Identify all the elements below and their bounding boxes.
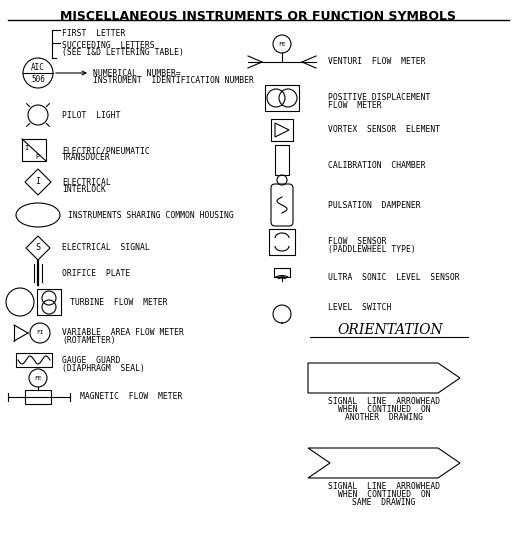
Text: PILOT  LIGHT: PILOT LIGHT <box>62 111 120 119</box>
Text: FE: FE <box>278 41 286 47</box>
Bar <box>16 353 52 367</box>
Text: POSITIVE DISPLACEMENT: POSITIVE DISPLACEMENT <box>328 93 430 102</box>
Text: INSTRUMENTS SHARING COMMON HOUSING: INSTRUMENTS SHARING COMMON HOUSING <box>68 211 234 219</box>
Text: VARIABLE  AREA FLOW METER: VARIABLE AREA FLOW METER <box>62 328 184 337</box>
Text: (DIAPHRAGM  SEAL): (DIAPHRAGM SEAL) <box>62 364 145 373</box>
Text: ORIENTATION: ORIENTATION <box>337 323 443 337</box>
Text: SAME  DRAWING: SAME DRAWING <box>352 498 416 507</box>
Text: MISCELLANEOUS INSTRUMENTS OR FUNCTION SYMBOLS: MISCELLANEOUS INSTRUMENTS OR FUNCTION SY… <box>60 10 456 23</box>
Text: VORTEX  SENSOR  ELEMENT: VORTEX SENSOR ELEMENT <box>328 125 440 135</box>
Text: (ROTAMETER): (ROTAMETER) <box>62 336 116 345</box>
Text: SUCCEEDING  LETTERS: SUCCEEDING LETTERS <box>62 41 155 50</box>
Text: INSTRUMENT  IDENTIFICATION NUMBER: INSTRUMENT IDENTIFICATION NUMBER <box>93 76 254 85</box>
Bar <box>275 145 289 175</box>
Text: AIC: AIC <box>31 63 45 72</box>
Text: ELECTRICAL: ELECTRICAL <box>62 178 111 187</box>
Bar <box>265 85 299 111</box>
Text: MAGNETIC  FLOW  METER: MAGNETIC FLOW METER <box>80 392 183 401</box>
Text: (PADDLEWHEEL TYPE): (PADDLEWHEEL TYPE) <box>328 245 416 254</box>
Bar <box>271 119 293 141</box>
Bar <box>269 229 295 255</box>
Text: PULSATION  DAMPENER: PULSATION DAMPENER <box>328 201 421 210</box>
Bar <box>274 268 290 277</box>
Text: SIGNAL  LINE  ARROWHEAD: SIGNAL LINE ARROWHEAD <box>328 397 440 406</box>
Text: NUMERICAL  NUMBER=: NUMERICAL NUMBER= <box>93 69 181 78</box>
Text: ELECTRIC/PNEUMATIC: ELECTRIC/PNEUMATIC <box>62 146 150 155</box>
Text: I: I <box>24 145 28 151</box>
Text: ANOTHER  DRAWING: ANOTHER DRAWING <box>345 413 423 422</box>
Text: FI: FI <box>36 331 44 336</box>
Text: INTERLOCK: INTERLOCK <box>62 185 106 194</box>
Text: FLOW  METER: FLOW METER <box>328 101 382 110</box>
Bar <box>37 289 61 315</box>
Text: SIGNAL  LINE  ARROWHEAD: SIGNAL LINE ARROWHEAD <box>328 482 440 491</box>
Text: FE: FE <box>34 376 42 381</box>
Text: WHEN  CONTINUED  ON: WHEN CONTINUED ON <box>338 490 430 499</box>
Text: 506: 506 <box>31 74 45 84</box>
Text: ORIFICE  PLATE: ORIFICE PLATE <box>62 268 130 278</box>
Text: GAUGE  GUARD: GAUGE GUARD <box>62 356 120 365</box>
Text: WHEN  CONTINUED  ON: WHEN CONTINUED ON <box>338 405 430 414</box>
Text: (SEE I&D LETTERING TABLE): (SEE I&D LETTERING TABLE) <box>62 48 184 57</box>
Text: I: I <box>36 178 40 186</box>
Text: S: S <box>36 244 40 252</box>
Text: FLOW  SENSOR: FLOW SENSOR <box>328 237 387 246</box>
Text: CALIBRATION  CHAMBER: CALIBRATION CHAMBER <box>328 161 425 169</box>
Bar <box>22 139 46 161</box>
Text: TURBINE  FLOW  METER: TURBINE FLOW METER <box>70 298 168 307</box>
Text: P: P <box>35 154 39 160</box>
Text: LEVEL  SWITCH: LEVEL SWITCH <box>328 304 391 312</box>
Text: VENTURI  FLOW  METER: VENTURI FLOW METER <box>328 58 425 67</box>
Text: FIRST  LETTER: FIRST LETTER <box>62 29 126 38</box>
Text: TRANSDUCER: TRANSDUCER <box>62 153 111 162</box>
Bar <box>25 390 51 404</box>
Text: ELECTRICAL  SIGNAL: ELECTRICAL SIGNAL <box>62 244 150 252</box>
Text: ULTRA  SONIC  LEVEL  SENSOR: ULTRA SONIC LEVEL SENSOR <box>328 273 460 282</box>
